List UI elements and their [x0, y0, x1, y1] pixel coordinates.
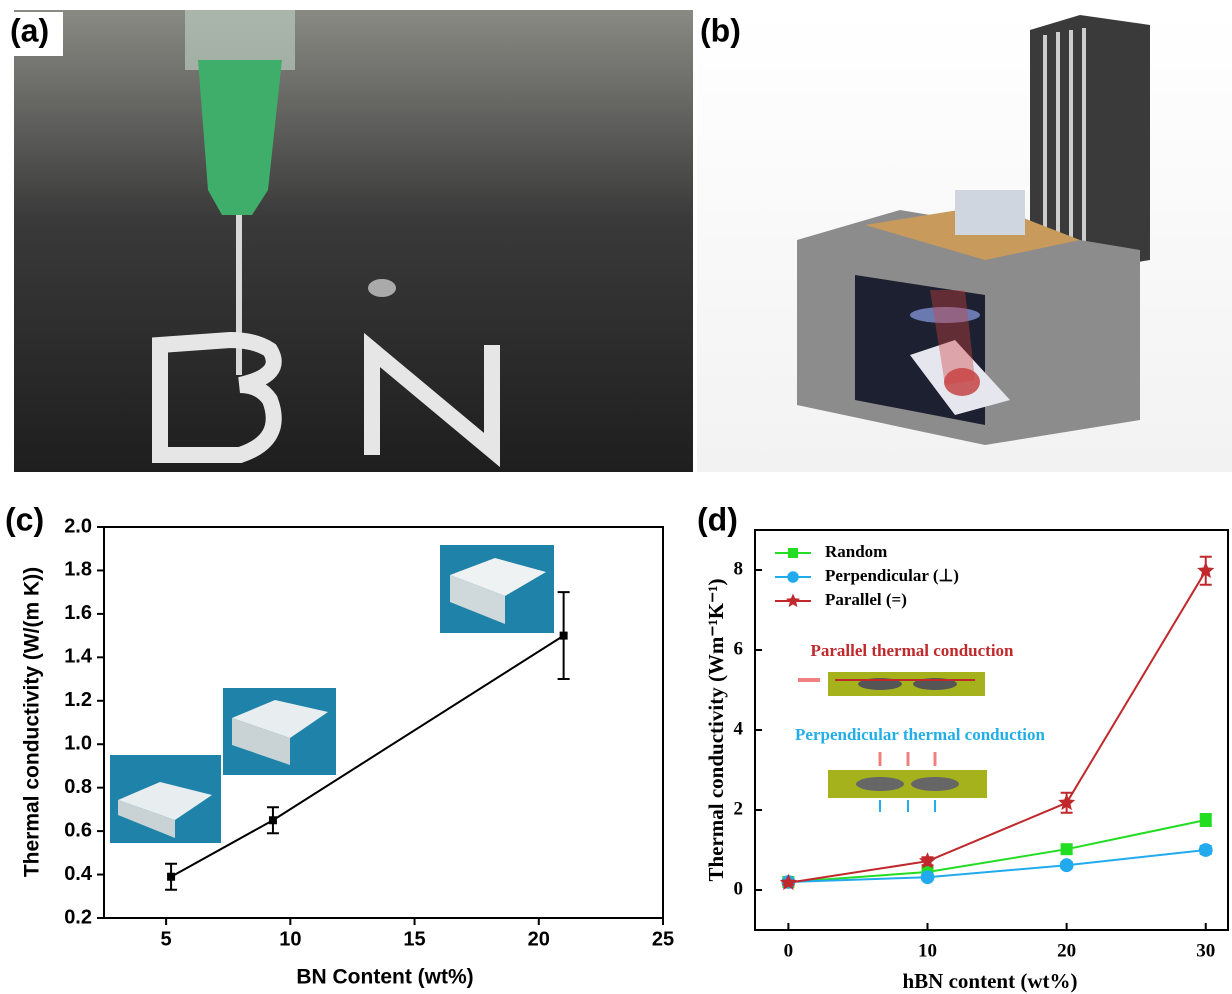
figure: (a)(b)(c)5101520250.20.40.60.81.01.21.41… [0, 0, 1232, 994]
annotation: Perpendicular thermal conduction [795, 725, 1045, 744]
marker [921, 870, 935, 884]
x-axis-label: hBN content (wt%) [903, 969, 1078, 993]
y-tick-label: 8 [734, 558, 744, 579]
marker [1200, 814, 1212, 826]
x-tick-label: 25 [652, 928, 674, 950]
marker [269, 816, 277, 824]
y-tick-label: 0.4 [64, 863, 93, 885]
y-tick-label: 6 [734, 638, 744, 659]
panel-label: (c) [5, 501, 44, 537]
marker [1199, 843, 1213, 857]
y-tick-label: 2 [734, 798, 744, 819]
legend-label: Perpendicular (⊥) [825, 566, 959, 585]
photo-a [14, 10, 693, 472]
y-tick-label: 1.8 [64, 559, 92, 581]
legend-label: Parallel (=) [825, 590, 907, 609]
annotation: Parallel thermal conduction [810, 641, 1014, 660]
y-tick-label: 0.2 [64, 906, 92, 928]
y-tick-label: 4 [734, 718, 744, 739]
marker [1061, 843, 1073, 855]
y-tick-label: 1.4 [64, 646, 93, 668]
x-tick-label: 10 [918, 940, 937, 961]
x-tick-label: 30 [1196, 940, 1215, 961]
x-tick-label: 20 [1057, 940, 1076, 961]
marker [787, 571, 799, 583]
y-tick-label: 1.0 [64, 733, 92, 755]
x-tick-label: 0 [784, 940, 794, 961]
panel-label: (b) [700, 12, 741, 48]
x-axis-label: BN Content (wt%) [296, 966, 473, 989]
photo-b [697, 10, 1232, 472]
marker [788, 548, 798, 558]
y-tick-label: 1.2 [64, 689, 92, 711]
y-axis-label: Thermal conductivity (Wm⁻¹K⁻¹) [704, 578, 728, 881]
y-tick-label: 1.6 [64, 602, 92, 624]
x-tick-label: 10 [279, 928, 301, 950]
y-axis-label: Thermal conductivity (W/(m K)) [21, 567, 44, 877]
x-tick-label: 5 [161, 928, 172, 950]
inset-photos-c [110, 545, 554, 843]
y-tick-label: 0 [734, 878, 744, 899]
marker [1060, 858, 1074, 872]
y-tick-label: 0.6 [64, 819, 92, 841]
y-tick-label: 0.8 [64, 776, 92, 798]
panel-label: (d) [697, 501, 738, 537]
panel-label: (a) [10, 12, 49, 48]
marker [167, 873, 175, 881]
legend-label: Random [825, 542, 887, 561]
x-tick-label: 15 [403, 928, 425, 950]
x-tick-label: 20 [528, 928, 550, 950]
plot-frame [104, 527, 663, 918]
marker [786, 594, 800, 608]
y-tick-label: 2.0 [64, 515, 92, 537]
marker [560, 632, 568, 640]
